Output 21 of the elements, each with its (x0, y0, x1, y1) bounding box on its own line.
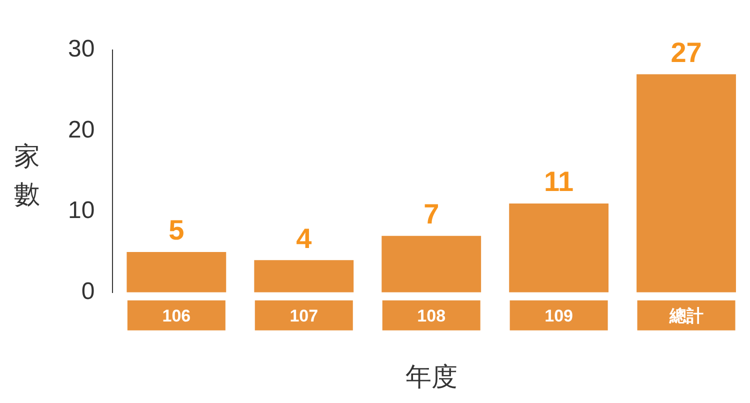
x-tick-label: 總計 (668, 306, 704, 326)
x-tick-label: 106 (162, 306, 191, 326)
x-tick-label: 109 (544, 306, 573, 326)
y-tick-label: 20 (68, 116, 95, 144)
bar (509, 204, 609, 292)
x-tick-label: 107 (290, 306, 318, 326)
data-label: 27 (670, 36, 702, 68)
data-label: 5 (168, 214, 184, 246)
data-label: 11 (544, 166, 574, 198)
y-tick-label: 30 (68, 36, 95, 63)
y-tick-label: 10 (68, 197, 95, 224)
y-axis-title: 家數 (13, 141, 41, 212)
bar (126, 252, 226, 292)
data-label: 7 (424, 198, 440, 230)
bar (636, 74, 736, 292)
x-axis-title: 年度 (405, 362, 458, 392)
x-tick-label: 108 (417, 306, 446, 326)
bar (254, 260, 354, 292)
y-tick-label: 0 (81, 278, 95, 306)
data-label: 4 (296, 222, 312, 254)
bar (382, 236, 482, 292)
